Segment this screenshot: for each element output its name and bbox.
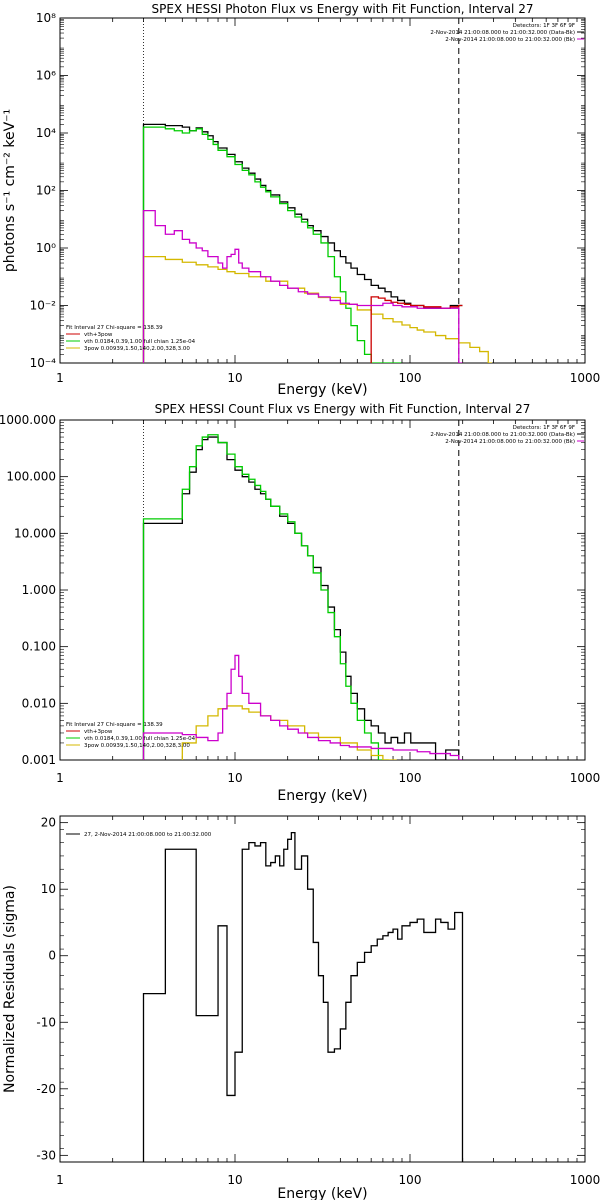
- y-axis-label: Normalized Residuals (sigma): [2, 885, 18, 1093]
- series-line-4: [142, 654, 463, 760]
- header-line: 2-Nov-2014 21:00:08.000 to 21:00:32.000 …: [445, 439, 575, 445]
- y-tick-label: 100.000: [6, 470, 56, 484]
- x-tick-label: 100: [399, 1173, 422, 1187]
- series-group: [142, 831, 464, 1162]
- header-line: Detectors: 1F 3F 6F 9F: [513, 23, 575, 29]
- x-tick-label: 10: [227, 1173, 242, 1187]
- plot-frame: [59, 17, 586, 364]
- x-tick-label: 1: [56, 371, 64, 385]
- y-tick-label: 10⁻⁴: [30, 356, 57, 370]
- series-line-1: [142, 123, 463, 363]
- chart-title: SPEX HESSI Count Flux vs Energy with Fit…: [155, 402, 531, 416]
- legend-entry: Fit Interval 27 Chi-square = 138.39: [66, 325, 163, 331]
- x-tick-label: 1: [56, 1173, 64, 1187]
- series-line-2: [142, 434, 389, 760]
- x-axis-label: Energy (keV): [277, 382, 367, 398]
- y-tick-label: 10²: [36, 184, 56, 198]
- y-tick-label: 10⁻²: [30, 299, 57, 313]
- series-line-5: [142, 209, 463, 363]
- plot-frame: [59, 815, 586, 1163]
- legend-entry: Fit Interval 27 Chi-square = 138.39: [66, 722, 163, 728]
- chart-title: SPEX HESSI Photon Flux vs Energy with Fi…: [152, 2, 534, 16]
- series-line-2: [142, 126, 402, 363]
- legend-entry: 3pow 0.00939,1.50,140,2.00,328,3.00: [84, 346, 190, 352]
- y-tick-label: 10⁰: [36, 241, 56, 255]
- series-line-3: [142, 256, 492, 363]
- legend-entry: vth 0.0184,0.39,1.00 full chian 1.25e-04: [84, 339, 196, 345]
- header-line: 2-Nov-2014 21:00:08.000 to 21:00:32.000 …: [445, 37, 575, 43]
- y-tick-label: 20: [41, 816, 56, 830]
- chart-panel-1: 1 10 100 1000 Energy (keV) 10⁻⁴ 10⁻² 10⁰ 10² 10⁴ 1…: [2, 2, 600, 398]
- y-tick-label: 0.001: [22, 753, 56, 767]
- header-line: Detectors: 1F 3F 6F 9F: [513, 425, 575, 431]
- x-tick-label: 1000: [570, 1173, 600, 1187]
- chart-panel-2: 1 10 100 1000 Energy (keV) 0.001 0.010 0.100 1.0…: [0, 402, 600, 804]
- y-tick-label: -10: [36, 1015, 56, 1029]
- legend-entry: vth 0.0184,0.39,1.00 full chian 1.25e-04: [84, 736, 196, 742]
- header-line: 2-Nov-2014 21:00:08.000 to 21:00:32.000 …: [430, 432, 575, 438]
- series-group: [142, 434, 463, 760]
- x-tick-label: 10: [227, 771, 242, 785]
- y-tick-label: 1000.000: [0, 413, 56, 427]
- y-tick-label: 10⁸: [36, 11, 56, 25]
- y-tick-label: -20: [36, 1082, 56, 1096]
- header-line: 2-Nov-2014 21:00:08.000 to 21:00:32.000 …: [430, 30, 575, 36]
- series-group: [142, 123, 492, 363]
- y-tick-label: 10⁶: [36, 69, 56, 83]
- y-tick-label: 1.000: [22, 583, 56, 597]
- x-tick-label: 1000: [570, 771, 600, 785]
- x-axis-label: Energy (keV): [277, 788, 367, 804]
- series-line-1: [142, 436, 463, 760]
- x-tick-label: 100: [399, 771, 422, 785]
- x-tick-label: 100: [399, 371, 422, 385]
- y-tick-label: 10⁴: [36, 126, 56, 140]
- x-axis-label: Energy (keV): [277, 1186, 367, 1200]
- y-tick-label: 10.000: [14, 526, 56, 540]
- x-tick-label: 10: [227, 371, 242, 385]
- y-axis-label: photons s⁻¹ cm⁻² keV⁻¹: [2, 109, 18, 272]
- y-tick-label: 0: [48, 949, 56, 963]
- y-tick-label: -30: [36, 1148, 56, 1162]
- legend-entry: vth+3pow: [84, 332, 113, 338]
- chart-panel-3: 1 10 100 1000 Energy (keV) -30 -20 -10 0 10 20 Norm…: [2, 815, 600, 1200]
- x-tick-label: 1: [56, 771, 64, 785]
- legend-entry: vth+3pow: [84, 729, 113, 735]
- x-tick-label: 1000: [570, 371, 600, 385]
- y-tick-label: 0.010: [22, 696, 56, 710]
- legend-entry: 3pow 0.00939,1.50,140,2.00,328,3.00: [84, 743, 190, 749]
- y-tick-label: 10: [41, 882, 56, 896]
- y-tick-label: 0.100: [22, 640, 56, 654]
- legend-entry: 27, 2-Nov-2014 21:00:08.000 to 21:00:32.…: [84, 832, 212, 838]
- series-line-1: [142, 831, 464, 1162]
